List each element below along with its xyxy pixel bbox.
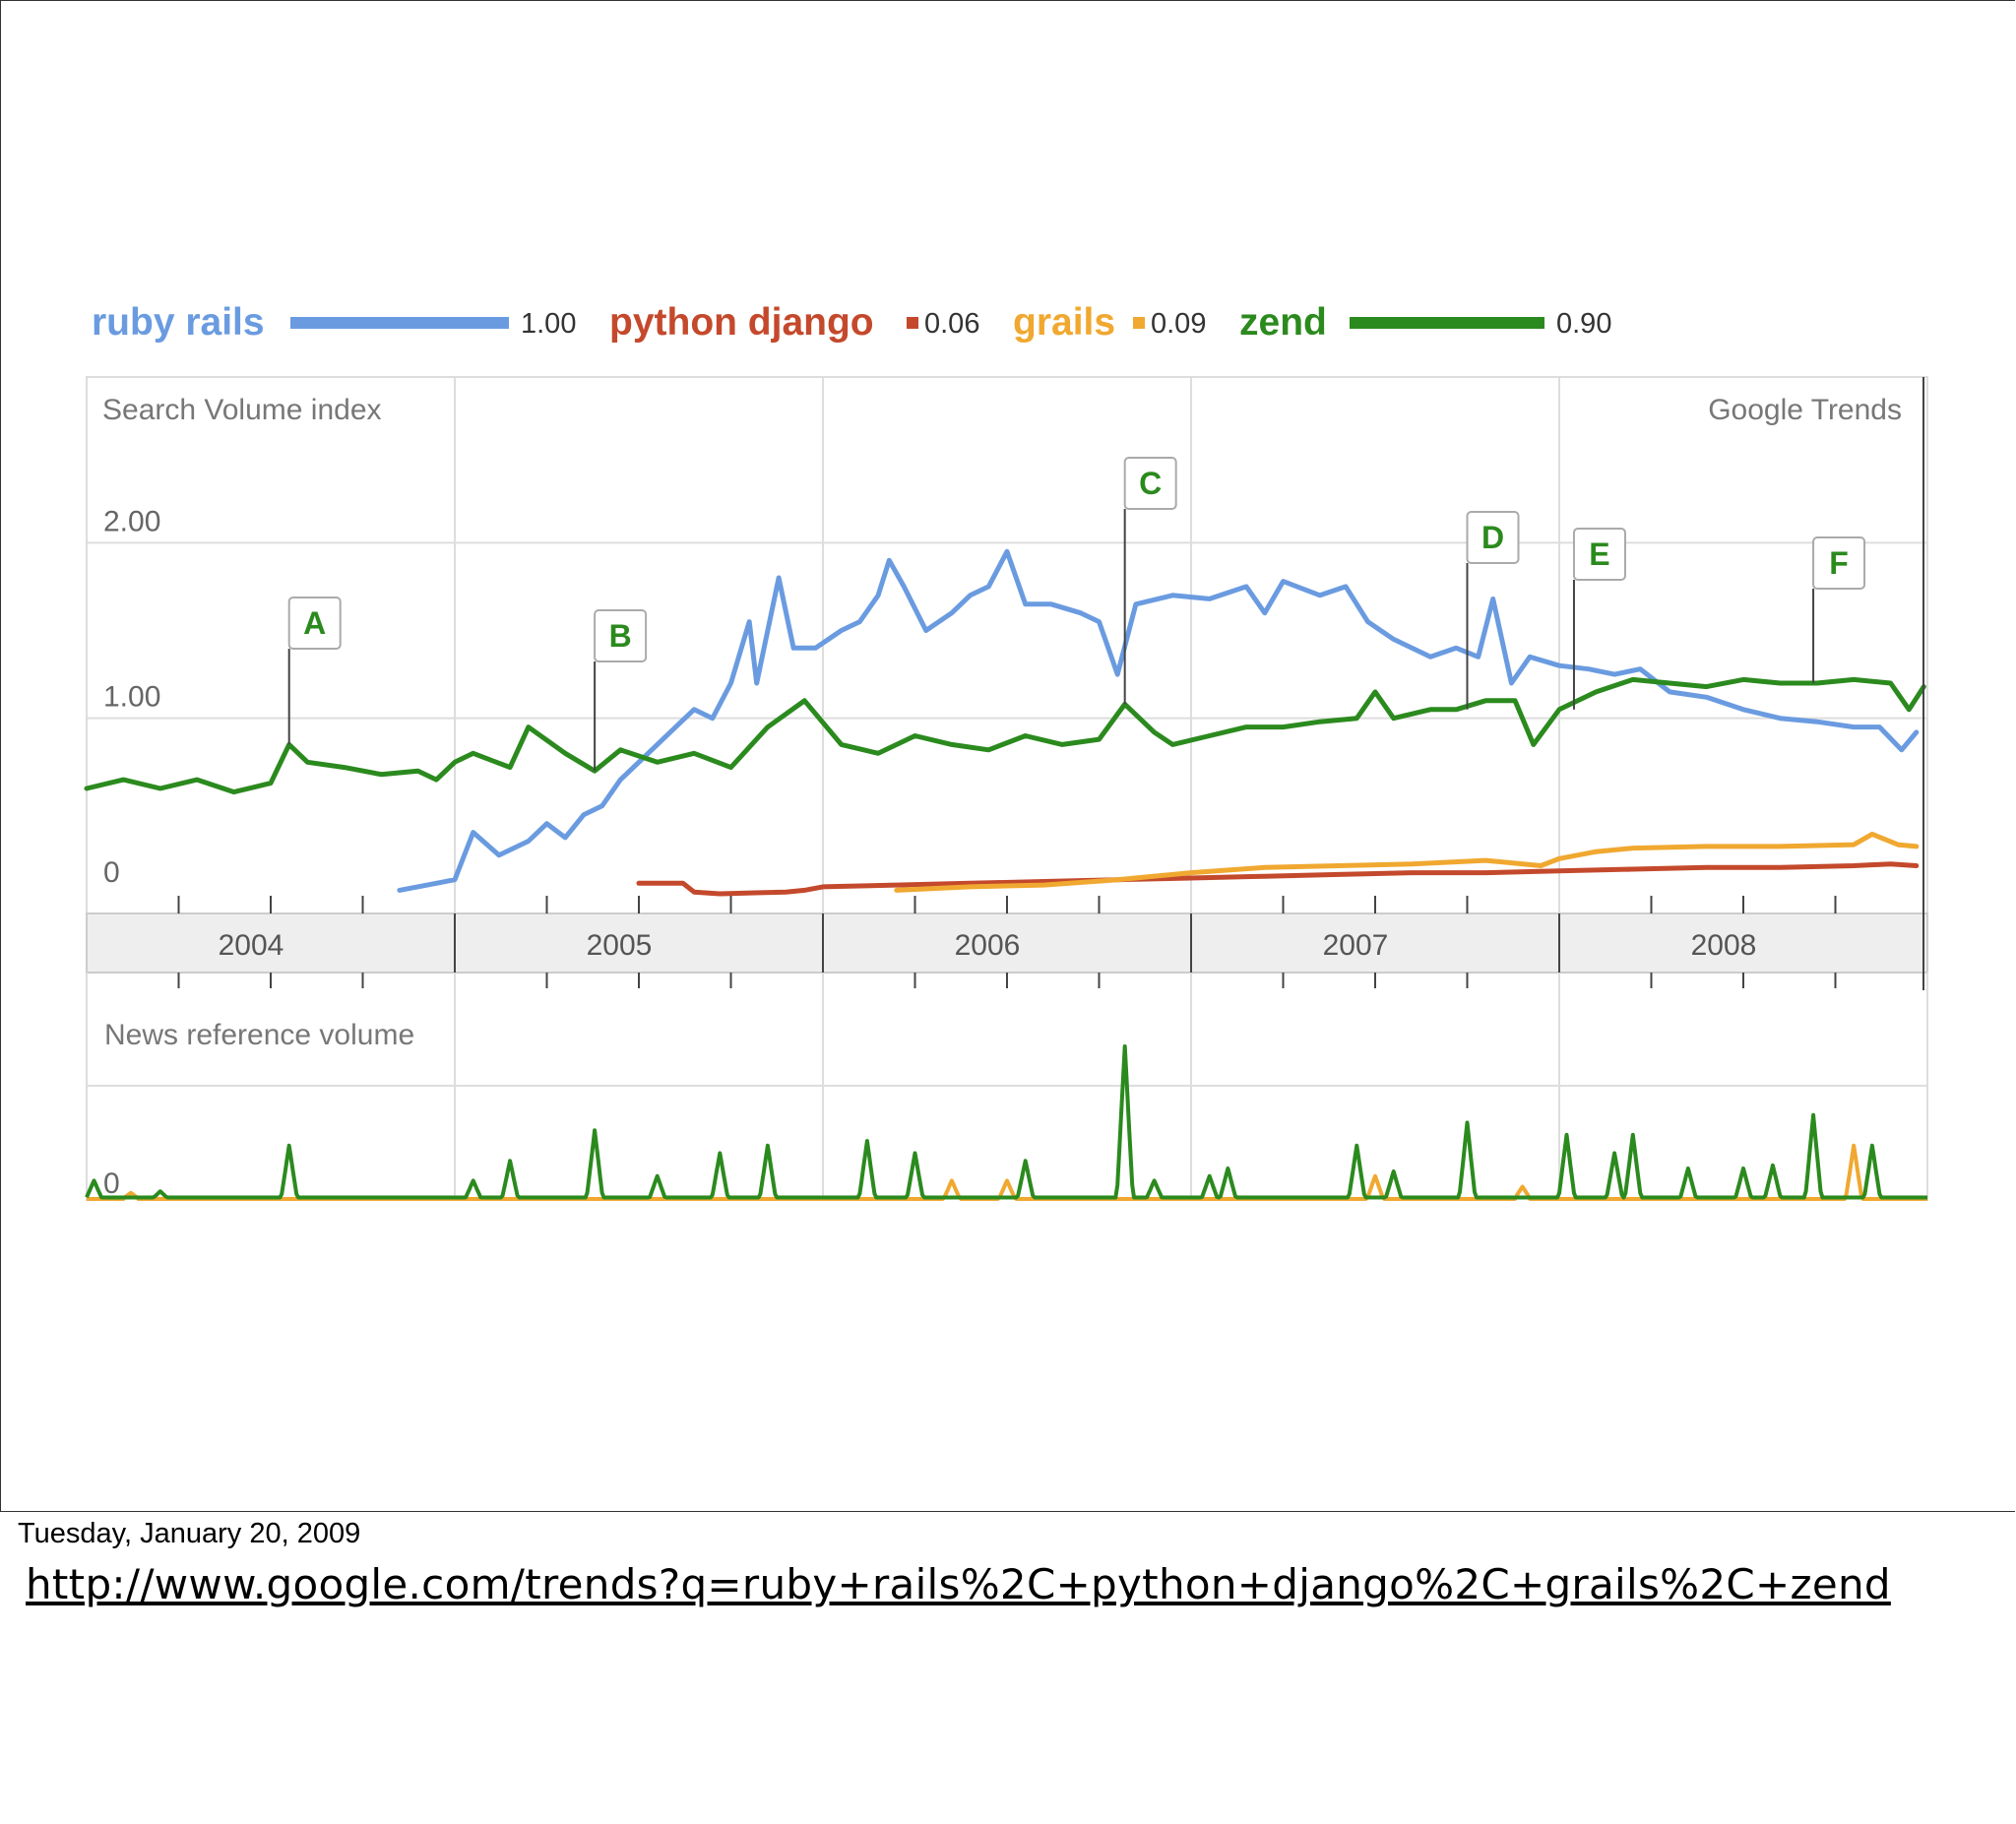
search-y-tick-label: 2.00 xyxy=(103,505,160,537)
chart-legend: ruby rails 1.00 python django 0.06 grails 0.0… xyxy=(92,301,1611,344)
annotation-box-c xyxy=(1123,457,1177,510)
series-line-grails xyxy=(894,831,1920,893)
annotation-box-d xyxy=(1466,511,1520,564)
search-y-tick-label: 0 xyxy=(103,856,120,889)
search-series xyxy=(84,548,1926,897)
annotation-label-b: B xyxy=(609,618,632,654)
google-trends-label: Google Trends xyxy=(1708,394,1902,426)
x-tick-label-2006: 2006 xyxy=(955,929,1021,962)
annotation-box-a xyxy=(287,597,342,650)
news-volume-panel: News reference volume 0 xyxy=(85,973,1928,1201)
annotation-label-e: E xyxy=(1589,536,1609,572)
annotation-label-f: F xyxy=(1829,545,1849,581)
news-y-tick-label: 0 xyxy=(103,1167,120,1200)
news-series: 0 xyxy=(85,973,1928,1201)
search-y-ticks: 0 1.00 2.00 xyxy=(103,505,160,889)
annotation-flags: A B C D E F xyxy=(287,457,1866,772)
annotation-box-e xyxy=(1572,528,1626,581)
annotation-label-a: A xyxy=(303,605,326,641)
legend-swatch-grails xyxy=(1133,317,1145,329)
annotation-label-d: D xyxy=(1481,520,1504,555)
trends-url-link[interactable]: http://www.google.com/trends?q=ruby+rail… xyxy=(26,1560,1891,1608)
legend-name-zend: zend xyxy=(1239,301,1327,344)
x-tick-label-2005: 2005 xyxy=(587,929,653,962)
news-series-line-zend xyxy=(85,1044,1928,1200)
annotation-box-f xyxy=(1812,536,1866,590)
annotation-box-b xyxy=(594,609,648,662)
series-line-ruby-rails xyxy=(397,548,1920,893)
x-tick-label-2008: 2008 xyxy=(1691,929,1757,962)
x-tick-label-2004: 2004 xyxy=(219,929,284,962)
search-volume-panel: Search Volume index Google Trends 0 1.00 2… xyxy=(84,376,1928,914)
series-line-python-django xyxy=(636,861,1920,897)
trends-chart: ruby rails 1.00 python django 0.06 grails 0.0… xyxy=(84,301,1928,1201)
annotation-label-c: C xyxy=(1139,466,1162,501)
legend-name-ruby-rails: ruby rails xyxy=(92,301,265,344)
search-y-tick-label: 1.00 xyxy=(103,681,160,714)
legend-swatch-python-django xyxy=(907,317,918,329)
legend-swatch-zend xyxy=(1350,317,1544,329)
slide-date: Tuesday, January 20, 2009 xyxy=(18,1518,361,1549)
x-axis-band: 2004 2005 2006 2007 2008 xyxy=(86,377,1928,990)
legend-value-ruby-rails: 1.00 xyxy=(521,308,576,340)
legend-swatch-ruby-rails xyxy=(290,317,509,329)
legend-value-python-django: 0.06 xyxy=(924,308,979,340)
legend-name-python-django: python django xyxy=(609,301,874,344)
legend-value-zend: 0.90 xyxy=(1556,308,1611,340)
series-line-zend xyxy=(84,676,1926,795)
search-panel-background xyxy=(86,376,1928,914)
news-series-line-grails xyxy=(86,1143,1928,1201)
x-tick-label-2007: 2007 xyxy=(1323,929,1389,962)
legend-value-grails: 0.09 xyxy=(1151,308,1206,340)
search-panel-title: Search Volume index xyxy=(102,394,382,426)
legend-name-grails: grails xyxy=(1013,301,1115,344)
x-axis-band-bg xyxy=(86,912,1928,974)
news-panel-title: News reference volume xyxy=(104,1019,414,1051)
